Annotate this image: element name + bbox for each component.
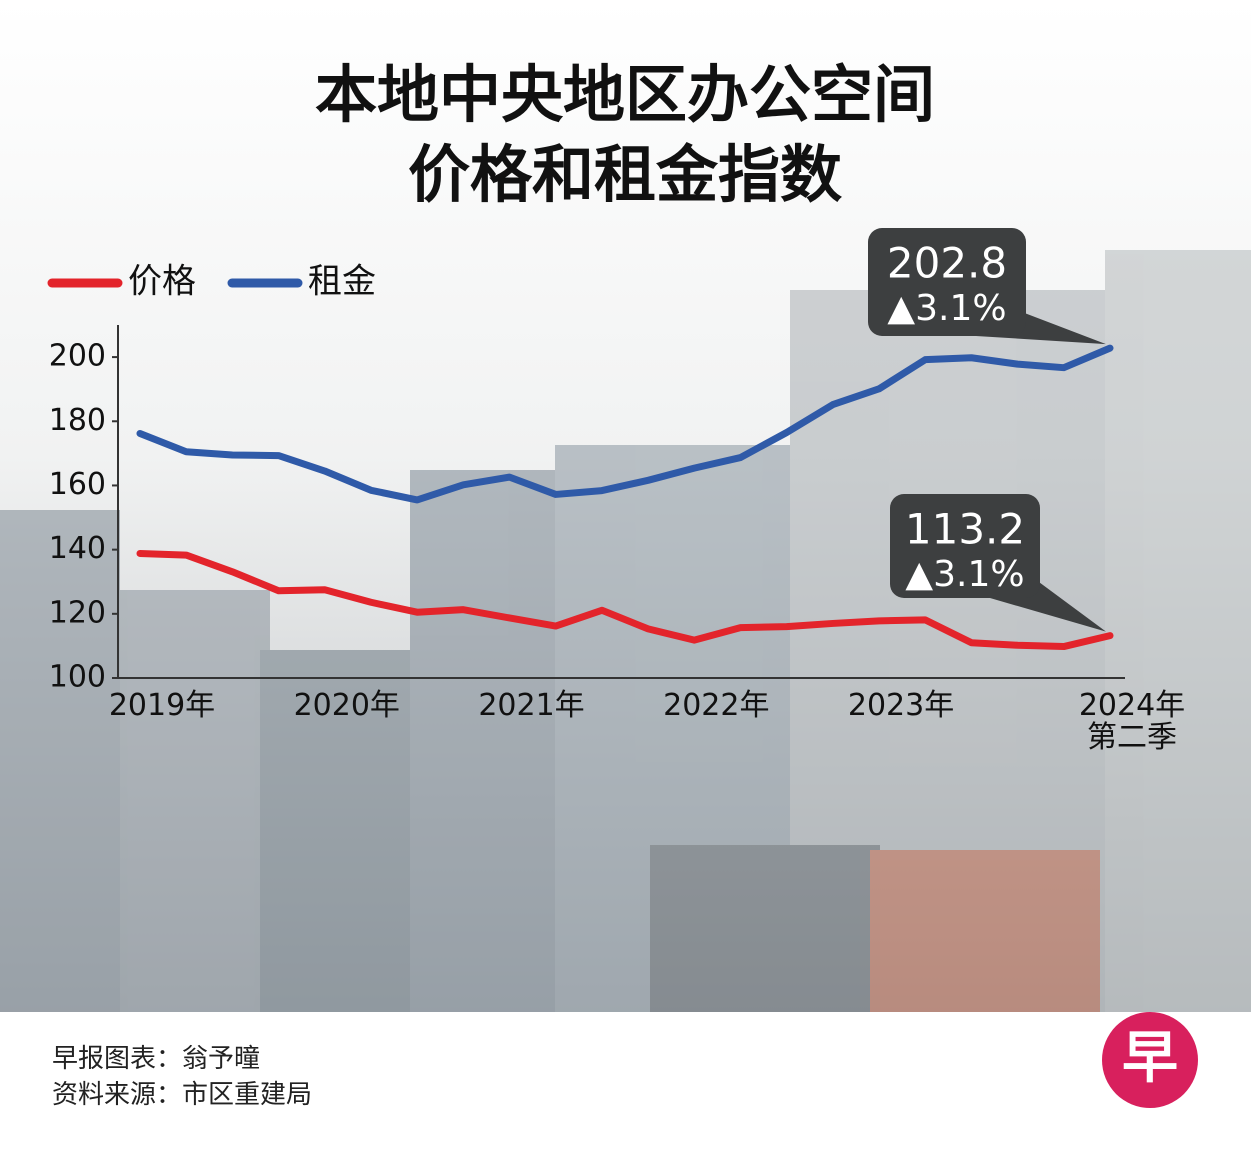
y-tick-label: 100 [49,660,106,695]
buildings [0,250,1251,1012]
y-tick-label: 180 [49,403,106,438]
callout: 202.8▲3.1% [868,228,1106,345]
callout-value: 202.8 [887,239,1007,288]
x-tick-label: 2019年 [108,688,216,723]
chart-title: 本地中央地区办公空间价格和租金指数 [314,58,935,211]
legend-label: 价格 [128,262,196,302]
legend-label: 租金 [308,262,376,302]
y-tick-label: 200 [49,339,106,374]
logo: 早 [1122,1026,1178,1091]
credit: 早报图表：翁予曈 [52,1044,261,1074]
x-tick-label: 2024年 第二季 [1078,688,1186,755]
y-tick-label: 120 [49,595,106,630]
credit: 资料来源：市区重建局 [52,1080,313,1110]
x-tick-label: 2020年 [293,688,400,723]
x-tick-label: 2022年 [663,688,770,723]
logo-badge [1102,1012,1198,1108]
callout-value: 113.2 [905,505,1025,554]
callout: 113.2▲3.1% [890,494,1106,632]
line-series [136,344,1114,504]
callout-change: ▲3.1% [905,554,1024,595]
footer-bg [0,1012,1251,1155]
line-series [136,549,1114,651]
callout-change: ▲3.1% [887,288,1006,329]
y-tick-label: 140 [49,531,106,566]
x-tick-label: 2021年 [478,688,585,723]
callout-box [890,494,1040,598]
x-tick-label: 2023年 [847,688,955,723]
callout-box [868,228,1026,336]
y-tick-label: 160 [49,467,106,502]
